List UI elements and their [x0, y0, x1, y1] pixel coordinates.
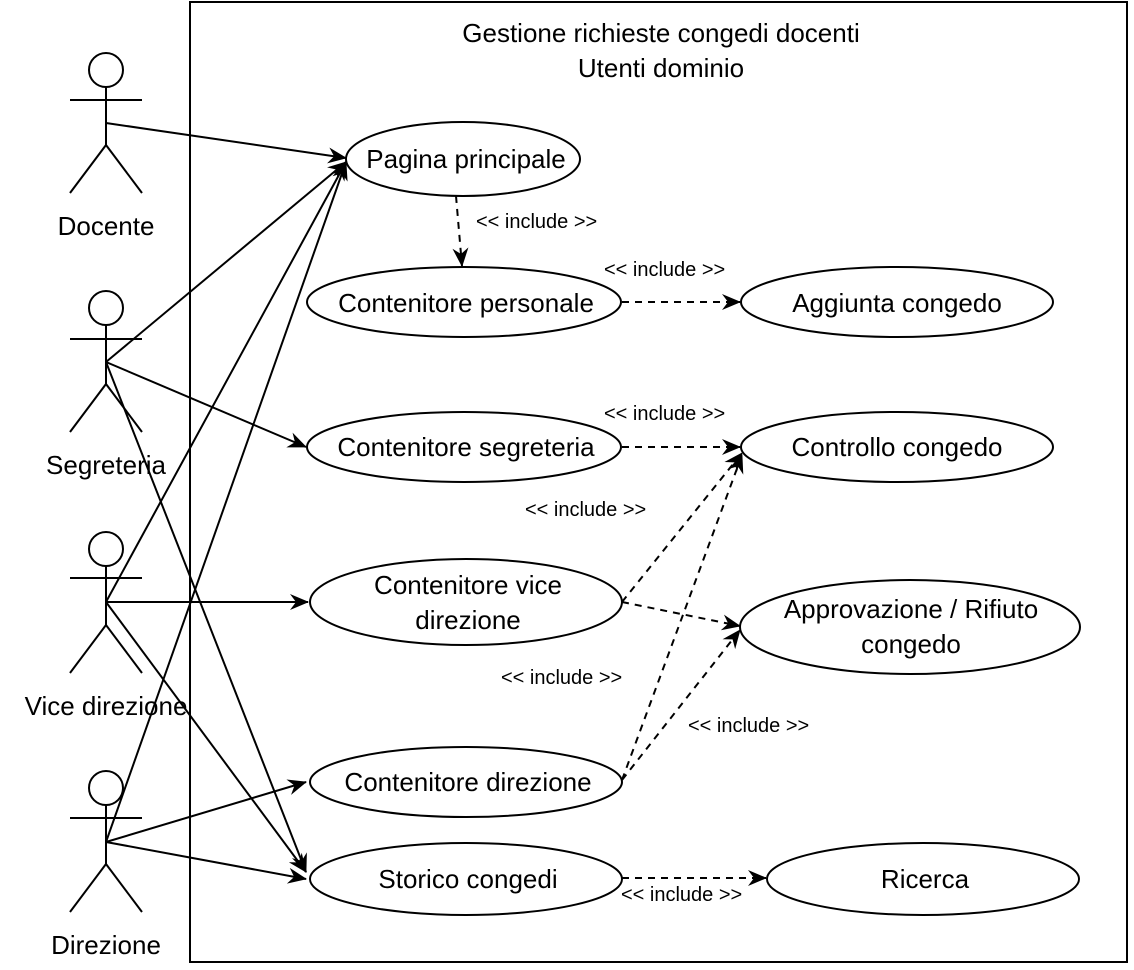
include-label-cseg-controllo: << include >>	[604, 403, 725, 425]
actor-docente	[69, 52, 143, 194]
usecase-label-contenitore-personale: Contenitore personale	[338, 288, 594, 318]
associations	[105, 122, 348, 884]
usecase-storico-congedi	[309, 842, 623, 916]
assoc-direzione-storico	[105, 841, 307, 884]
assoc-segreteria-storico	[105, 361, 307, 873]
usecase-label-contenitore-direzione: Contenitore direzione	[344, 767, 591, 797]
usecase-ricerca	[766, 842, 1080, 916]
usecase-label-contenitore-vice-line1: Contenitore vice	[374, 570, 562, 600]
include-label-cvice-controllo: << include >>	[525, 499, 646, 521]
actor-head	[88, 290, 124, 326]
system-title: Gestione richieste congedi docenti	[462, 18, 859, 48]
assoc-direzione-cdir	[105, 779, 307, 843]
actor-label-docente: Docente	[58, 211, 155, 241]
usecase-controllo-congedo	[740, 411, 1054, 483]
usecase-contenitore-direzione	[309, 746, 623, 818]
usecase-label-ricerca: Ricerca	[881, 864, 970, 894]
actor-segreteria	[69, 290, 143, 433]
include-cvice-controllo	[621, 452, 743, 603]
actor-label-vice-direzione: Vice direzione	[25, 691, 188, 721]
assoc-vice-storico	[105, 601, 307, 873]
include-links	[452, 195, 767, 886]
usecase-label-controllo-congedo: Controllo congedo	[791, 432, 1002, 462]
assoc-segreteria-pagina	[105, 161, 347, 363]
usecase-contenitore-personale	[306, 266, 622, 338]
usecase-label-contenitore-vice-line2: direzione	[415, 605, 521, 635]
include-cvice-approv	[621, 601, 741, 631]
system-boundary	[189, 1, 1128, 963]
usecase-label-approvazione-line1: Approvazione / Rifiuto	[784, 594, 1038, 624]
actor-head	[88, 770, 124, 806]
actor-direzione	[69, 770, 143, 913]
system-subtitle: Utenti dominio	[578, 53, 744, 83]
assoc-vice-pagina	[105, 161, 347, 603]
include-cdir-controllo	[621, 454, 744, 781]
actor-label-segreteria: Segreteria	[46, 450, 166, 480]
include-pagina-cpers	[452, 195, 469, 267]
actor-label-direzione: Direzione	[51, 930, 161, 960]
usecase-label-storico-congedi: Storico congedi	[378, 864, 557, 894]
include-cdir-approv	[621, 629, 741, 781]
usecase-label-aggiunta-congedo: Aggiunta congedo	[792, 288, 1002, 318]
usecase-contenitore-vice-direzione	[309, 558, 623, 646]
include-label-storico-ricerca: << include >>	[621, 884, 742, 906]
usecase-label-approvazione-line2: congedo	[861, 629, 961, 659]
include-label-cpers-aggiunta: << include >>	[604, 259, 725, 281]
include-label-cdir-controllo: << include >>	[501, 667, 622, 689]
usecase-label-pagina-principale: Pagina principale	[366, 144, 565, 174]
actor-vice-direzione	[69, 531, 143, 674]
usecase-aggiunta-congedo	[740, 266, 1054, 338]
assoc-segreteria-cseg	[105, 361, 307, 448]
usecase-pagina-principale	[345, 121, 581, 197]
actor-head	[88, 531, 124, 567]
actor-head	[88, 52, 124, 88]
include-label-pagina-cpers: << include >>	[476, 211, 597, 233]
include-label-cdir-approv: << include >>	[688, 715, 809, 737]
assoc-docente-pagina	[105, 122, 347, 164]
assoc-direzione-pagina	[105, 161, 348, 843]
usecase-contenitore-segreteria	[306, 411, 622, 483]
usecase-label-contenitore-segreteria: Contenitore segreteria	[337, 432, 595, 462]
usecase-approvazione-rifiuto	[739, 579, 1081, 675]
